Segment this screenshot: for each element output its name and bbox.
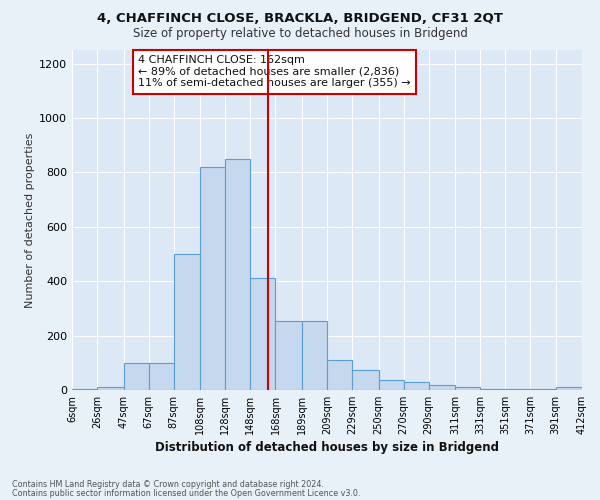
Bar (302, 320, 327, 390)
Text: Contains public sector information licensed under the Open Government Licence v3: Contains public sector information licen… (12, 488, 361, 498)
Text: 4, CHAFFINCH CLOSE, BRACKLA, BRIDGEND, CF31 2QT: 4, CHAFFINCH CLOSE, BRACKLA, BRIDGEND, C… (97, 12, 503, 26)
Bar (124, 363, 149, 390)
Text: 4 CHAFFINCH CLOSE: 162sqm
← 89% of detached houses are smaller (2,836)
11% of se: 4 CHAFFINCH CLOSE: 162sqm ← 89% of detac… (139, 55, 411, 88)
Bar (149, 363, 174, 390)
Bar (505, 389, 530, 390)
Bar (480, 388, 505, 390)
Bar (379, 380, 404, 390)
Bar (429, 384, 455, 390)
X-axis label: Distribution of detached houses by size in Bridgend: Distribution of detached houses by size … (155, 441, 499, 454)
Bar (200, 167, 225, 390)
Bar (556, 388, 582, 390)
Text: Size of property relative to detached houses in Bridgend: Size of property relative to detached ho… (133, 28, 467, 40)
Y-axis label: Number of detached properties: Number of detached properties (25, 132, 35, 308)
Bar (174, 254, 200, 390)
Bar (455, 388, 480, 390)
Text: Contains HM Land Registry data © Crown copyright and database right 2024.: Contains HM Land Registry data © Crown c… (12, 480, 324, 489)
Bar (327, 360, 352, 390)
Bar (404, 382, 429, 390)
Bar (97, 388, 124, 390)
Bar (275, 320, 302, 390)
Bar (250, 278, 275, 390)
Bar (225, 159, 250, 390)
Bar (352, 370, 379, 390)
Bar (72, 388, 97, 390)
